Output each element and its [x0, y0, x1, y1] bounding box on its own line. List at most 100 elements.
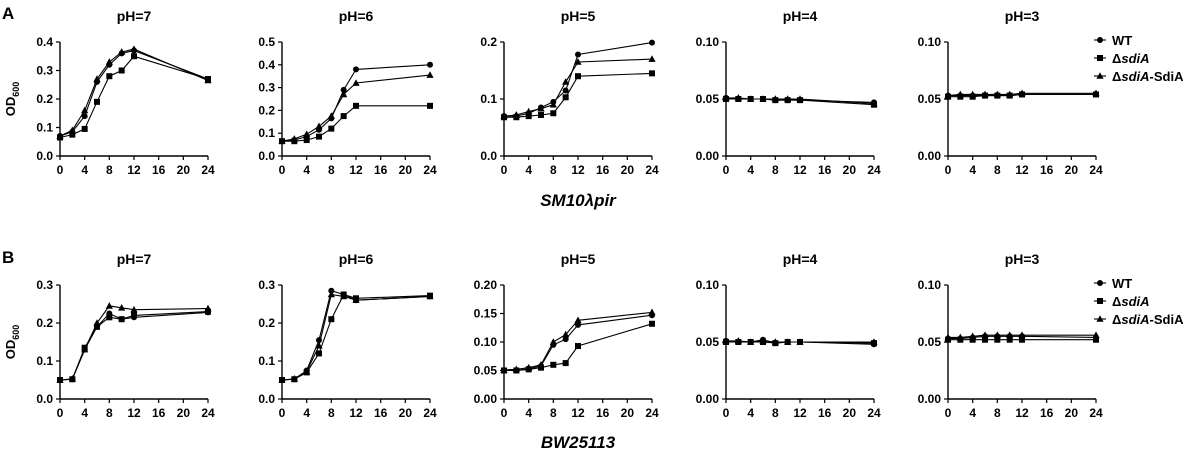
- point-sdia-sdia: [784, 95, 792, 102]
- x-tick-label: 0: [945, 406, 952, 420]
- point-wt: [562, 87, 569, 94]
- y-tick-label: 0.3: [258, 81, 275, 95]
- point-sdia-sdia: [105, 302, 113, 309]
- y-tick-label: 0.2: [480, 35, 497, 49]
- series-line-sdia: [59, 55, 209, 139]
- point-wt: [353, 66, 359, 73]
- point-sdia: [575, 73, 581, 80]
- point-sdia-sdia: [56, 132, 64, 139]
- x-tick-label: 16: [818, 163, 832, 177]
- y-tick-label: 0.00: [918, 392, 942, 406]
- x-tick-label: 16: [1040, 406, 1054, 420]
- point-sdia: [205, 308, 211, 315]
- point-sdia-sdia: [993, 331, 1001, 338]
- x-tick-label: 24: [201, 163, 215, 177]
- y-tick-label: 0.3: [258, 278, 275, 292]
- legend-marker: [1097, 37, 1103, 43]
- x-tick-label: 12: [349, 406, 363, 420]
- x-tick-label: 8: [994, 163, 1001, 177]
- x-tick-label: 4: [81, 406, 88, 420]
- x-tick-label: 12: [1015, 406, 1029, 420]
- x-tick-label: 0: [279, 406, 286, 420]
- y-axis-label: OD600: [3, 325, 21, 360]
- y-tick-label: 0.1: [36, 121, 53, 135]
- x-tick-label: 0: [279, 163, 286, 177]
- point-sdia-sdia: [537, 104, 545, 112]
- y-axis-label: OD600: [3, 82, 21, 117]
- point-sdia: [969, 336, 976, 343]
- y-tick-label: 0.05: [696, 335, 720, 349]
- legend-item-wt: WT: [1094, 33, 1132, 48]
- y-tick-label: 0.00: [474, 392, 498, 406]
- chart-a-ph-3: pH=3 0.00 0.05 0.10 0 4 8 12 16 20 24: [918, 8, 1103, 177]
- point-sdia: [649, 70, 655, 77]
- point-sdia: [562, 94, 569, 101]
- y-tick-label: 0.2: [36, 92, 53, 106]
- y-tick-label: 0.3: [36, 64, 53, 78]
- point-sdia-sdia: [525, 107, 533, 115]
- y-tick-label: 0.10: [696, 35, 720, 49]
- x-tick-label: 4: [303, 163, 310, 177]
- x-tick-label: 4: [525, 163, 532, 177]
- legend-item-sdia: ΔsdiA: [1094, 294, 1150, 309]
- x-tick-label: 8: [328, 163, 335, 177]
- y-tick-label: 0.4: [258, 58, 275, 72]
- x-tick-label: 12: [793, 406, 807, 420]
- point-sdia-sdia: [747, 95, 755, 102]
- y-tick-label: 0.5: [258, 35, 275, 49]
- point-wt: [81, 113, 88, 120]
- legend-marker: [1096, 72, 1104, 79]
- legend-marker: [1096, 315, 1104, 322]
- point-sdia-sdia: [574, 316, 582, 324]
- point-sdia-sdia: [870, 338, 878, 345]
- point-sdia-sdia: [796, 95, 804, 102]
- x-tick-label: 12: [793, 163, 807, 177]
- y-tick-label: 0.0: [36, 149, 53, 163]
- x-tick-label: 8: [772, 406, 779, 420]
- point-sdia-sdia: [562, 330, 570, 338]
- legend-item-sdia: ΔsdiA: [1094, 51, 1150, 66]
- x-tick-label: 16: [374, 163, 388, 177]
- point-sdia-sdia: [1006, 331, 1014, 338]
- x-tick-label: 0: [57, 163, 64, 177]
- point-sdia-sdia: [68, 375, 76, 382]
- x-tick-label: 0: [723, 163, 730, 177]
- point-sdia-sdia: [870, 99, 878, 107]
- x-tick-label: 12: [571, 163, 585, 177]
- y-tick-label: 0.05: [918, 92, 942, 106]
- x-tick-label: 20: [399, 163, 413, 177]
- y-tick-label: 0.4: [36, 35, 53, 49]
- legend-label: WT: [1112, 33, 1132, 48]
- x-tick-label: 20: [843, 163, 857, 177]
- panel-label-a: A: [2, 4, 14, 23]
- point-sdia: [131, 53, 137, 60]
- point-sdia: [69, 131, 76, 138]
- x-tick-label: 24: [1089, 406, 1103, 420]
- point-sdia: [1093, 336, 1099, 343]
- point-sdia: [525, 113, 532, 120]
- x-tick-label: 24: [423, 163, 437, 177]
- x-tick-label: 4: [525, 406, 532, 420]
- x-tick-label: 16: [152, 406, 166, 420]
- point-sdia: [94, 323, 100, 330]
- point-sdia-sdia: [1092, 331, 1100, 338]
- point-sdia-sdia: [734, 94, 742, 101]
- point-sdia-sdia: [327, 290, 335, 298]
- y-tick-label: 0.10: [918, 278, 942, 292]
- legend-label: ΔsdiA-SdiA: [1112, 69, 1184, 84]
- point-sdia-sdia: [327, 112, 335, 119]
- y-tick-label: 0.2: [258, 316, 275, 330]
- x-tick-label: 0: [945, 163, 952, 177]
- point-sdia: [131, 312, 137, 319]
- series-line-sdia: [281, 293, 431, 381]
- legend-label: WT: [1112, 276, 1132, 291]
- chart-title: pH=4: [783, 8, 818, 24]
- series-line-sdia-sdia: [503, 58, 653, 117]
- x-tick-label: 0: [501, 163, 508, 177]
- point-sdia-sdia: [500, 112, 508, 119]
- point-sdia: [328, 125, 335, 132]
- x-tick-label: 16: [596, 406, 610, 420]
- legend-label: ΔsdiA: [1112, 51, 1150, 66]
- point-sdia-sdia: [204, 76, 212, 84]
- y-tick-label: 0.15: [474, 307, 498, 321]
